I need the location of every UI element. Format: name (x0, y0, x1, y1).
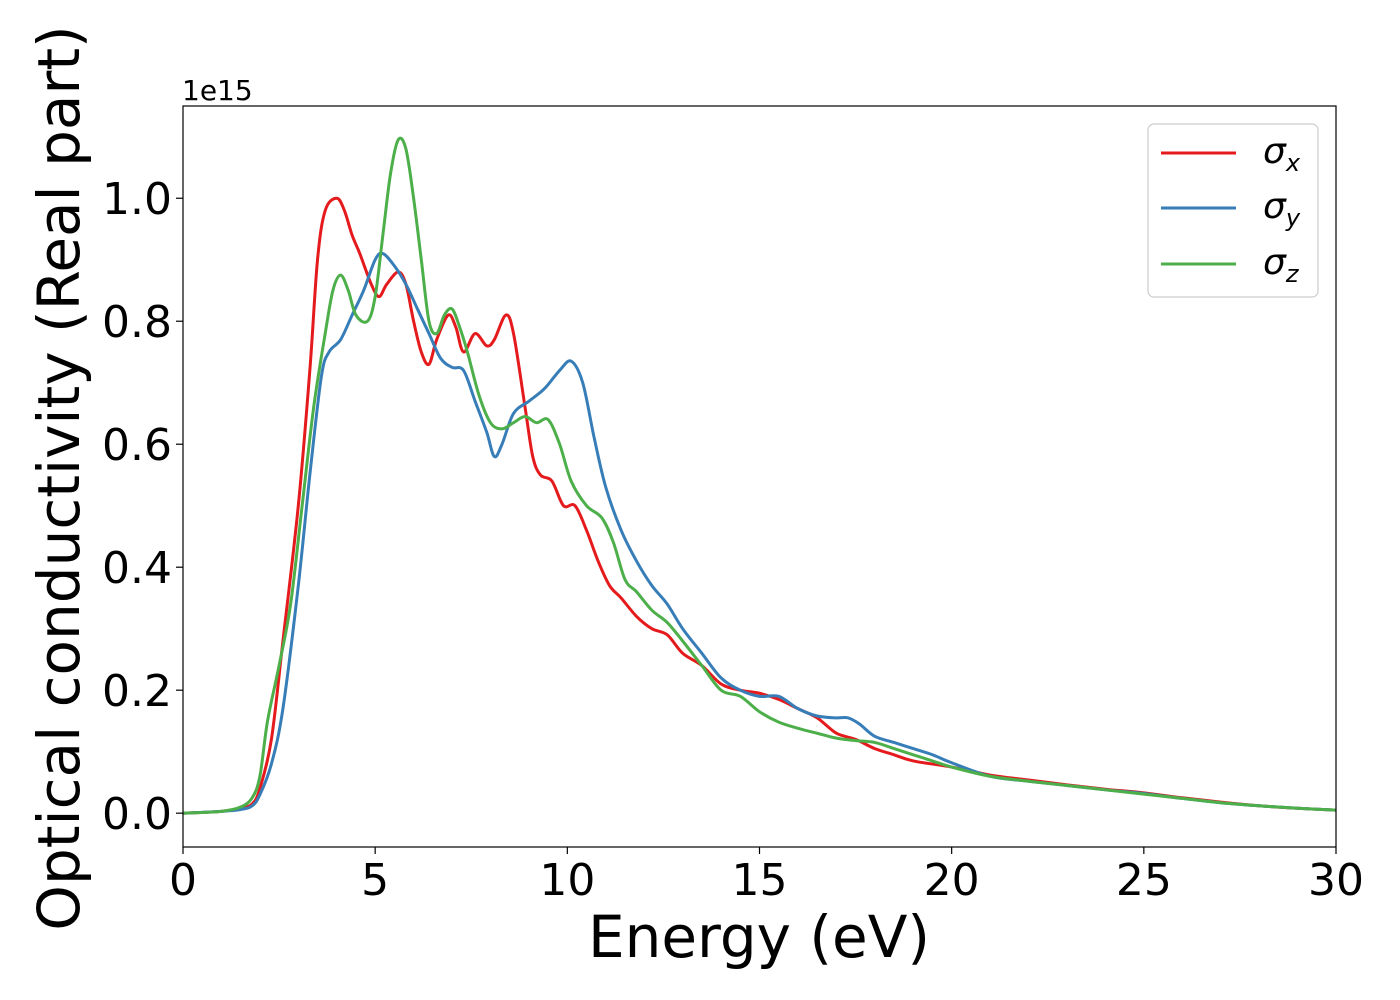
legend-label-x: σx (1263, 131, 1301, 177)
x-tick-label: 20 (924, 855, 980, 906)
x-tick-label: 15 (732, 855, 788, 906)
series-line-x (183, 196, 1336, 815)
x-axis-title: Energy (eV) (588, 903, 930, 971)
y-axis: 0.0 0.2 0.4 0.6 0.8 1.0 (102, 174, 183, 840)
y-axis-title: Optical conductivity (Real part) (25, 25, 93, 930)
y-tick-label: 0.4 (102, 543, 172, 594)
legend-label-y: σy (1263, 186, 1301, 232)
y-tick-label: 0.2 (102, 666, 172, 717)
series-line-y (183, 251, 1336, 815)
y-tick-label: 1.0 (102, 174, 172, 225)
series-line-z (183, 136, 1336, 815)
y-offset-label: 1e15 (182, 74, 253, 107)
series-layer (183, 136, 1336, 815)
legend: σx σy σz (1147, 123, 1319, 298)
y-tick-label: 0.8 (102, 297, 172, 348)
y-tick-label: 0.0 (102, 789, 172, 840)
x-axis: 0 5 10 15 20 25 30 (169, 847, 1364, 906)
legend-label-z: σz (1263, 242, 1300, 288)
x-tick-label: 25 (1116, 855, 1172, 906)
x-tick-label: 10 (539, 855, 595, 906)
y-tick-label: 0.6 (102, 420, 172, 471)
legend-box (1147, 123, 1319, 298)
x-tick-label: 5 (361, 855, 389, 906)
x-tick-label: 0 (169, 855, 197, 906)
x-tick-label: 30 (1308, 855, 1364, 906)
